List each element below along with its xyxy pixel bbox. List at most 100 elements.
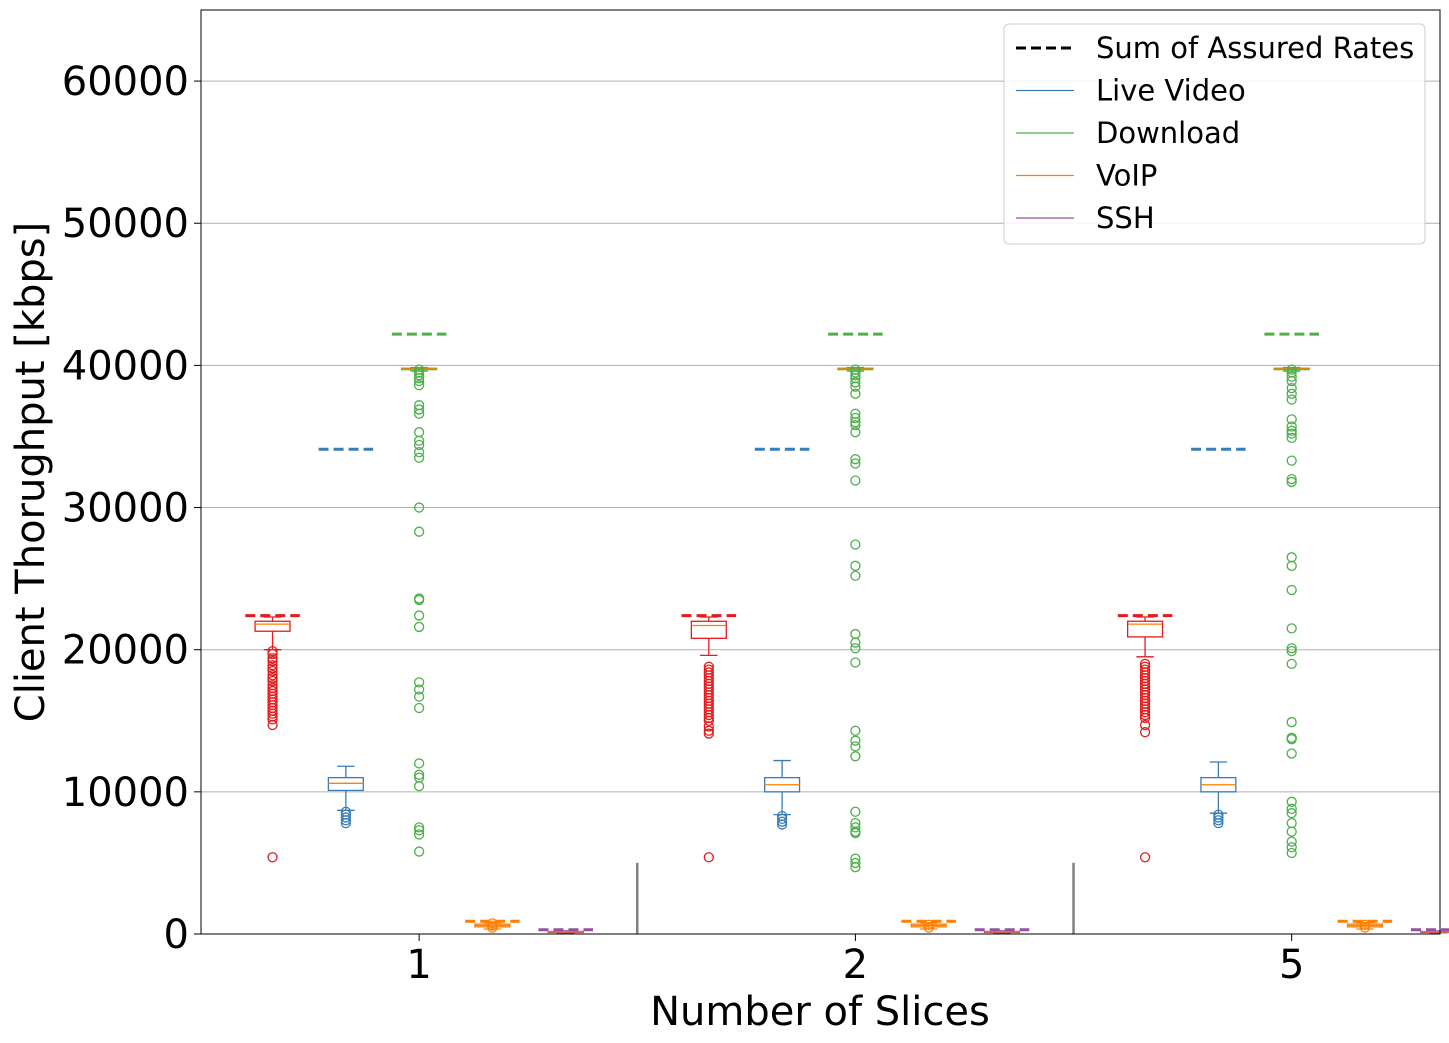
outlier-point [1286,584,1297,596]
outlier-point [1286,455,1297,466]
legend-label: VoIP [1096,159,1157,193]
box-group-5 [1126,364,1449,934]
legend: Sum of Assured Rates Live Video Download Vo… [1003,23,1426,245]
outlier-point [267,655,278,667]
box-plot [837,364,874,873]
legend-label: Live Video [1096,74,1246,108]
legend-item: Sum of Assured Rates [1016,31,1414,65]
outlier-point [1286,842,1297,853]
outlier-point [1286,734,1297,745]
outlier-point [1286,371,1297,382]
outlier-point [413,758,425,769]
outlier-point [850,806,861,817]
outlier-point [267,852,278,863]
outlier-point [487,918,498,929]
outlier-point [413,594,425,606]
outlier-point [413,435,425,446]
outlier-point [1286,476,1297,488]
outlier-point [1286,658,1297,670]
outlier-point [1286,388,1297,399]
outlier-point [1286,717,1297,728]
outlier-point [267,645,278,657]
outlier-point [413,684,425,695]
outlier-point [1286,796,1297,807]
y-tick-label: 0 [164,912,189,958]
outlier-point [703,728,714,739]
outlier-point [850,454,861,465]
x-axis-ticks: 1 2 5 [406,934,1304,988]
outlier-point [850,381,861,392]
box-plot [1200,761,1237,829]
outlier-point [413,677,425,688]
legend-item: Download [1016,116,1240,150]
outlier-point [413,781,425,792]
outlier-point [413,408,425,419]
outlier-point [1286,382,1297,394]
outlier-point [850,643,861,654]
outlier-point [1286,803,1297,815]
outlier-point [850,741,861,752]
outlier-point [850,388,861,399]
y-tick-label: 20000 [62,628,189,674]
outlier-point [1359,922,1371,933]
outlier-point [1139,707,1151,718]
y-tick-label: 30000 [62,486,189,532]
outlier-point [850,862,861,873]
outlier-point [413,502,425,513]
outlier-point [1139,712,1151,724]
outlier-point [850,458,861,469]
outlier-point [776,816,788,827]
outlier-point [413,427,425,438]
outlier-point [1213,815,1224,826]
x-tick-label: 5 [1279,942,1304,988]
legend-item: SSH [1016,201,1155,235]
box-plot [1273,364,1310,859]
outlier-point [1286,560,1297,571]
outlier-point [923,919,934,930]
outlier-point [413,452,425,463]
outlier-point [1286,826,1297,837]
outlier-point [703,725,714,736]
legend-frame [1003,23,1426,245]
iqr-box [254,620,291,632]
box-group-2 [690,364,1021,934]
outlier-point [413,370,425,381]
outlier-point [850,827,861,839]
outlier-point [1213,817,1224,829]
y-axis-ticks: 0 10000 20000 30000 40000 50000 60000 [62,59,201,958]
outlier-point [923,922,934,933]
outlier-point [267,708,278,719]
outlier-point [267,719,278,731]
outlier-point [850,412,861,424]
box-group-1 [254,364,584,934]
outlier-point [267,714,278,725]
outlier-point [267,648,278,660]
outlier-point [776,813,788,825]
outlier-point [850,560,861,571]
outlier-point [1359,919,1371,930]
outlier-point [413,846,425,857]
outlier-point [850,370,861,381]
legend-label: Sum of Assured Rates [1096,31,1414,65]
outlier-point [267,660,278,671]
outlier-point [413,446,425,458]
box-layer [254,364,1449,934]
outlier-point [1286,425,1297,436]
outlier-point [1286,432,1297,444]
outlier-point [850,417,861,428]
outlier-point [413,691,425,702]
outlier-point [413,404,425,415]
group-separators [636,862,1075,934]
outlier-point [1286,552,1297,563]
outlier-point [1286,817,1297,829]
outlier-point [1286,375,1297,387]
legend-label: Download [1096,116,1240,150]
y-tick-label: 10000 [62,770,189,816]
outlier-point [413,769,425,780]
outlier-point [703,852,714,863]
outlier-point [1213,812,1224,823]
outlier-point [850,857,861,869]
x-tick-label: 2 [843,942,868,988]
outlier-point [1139,719,1151,731]
